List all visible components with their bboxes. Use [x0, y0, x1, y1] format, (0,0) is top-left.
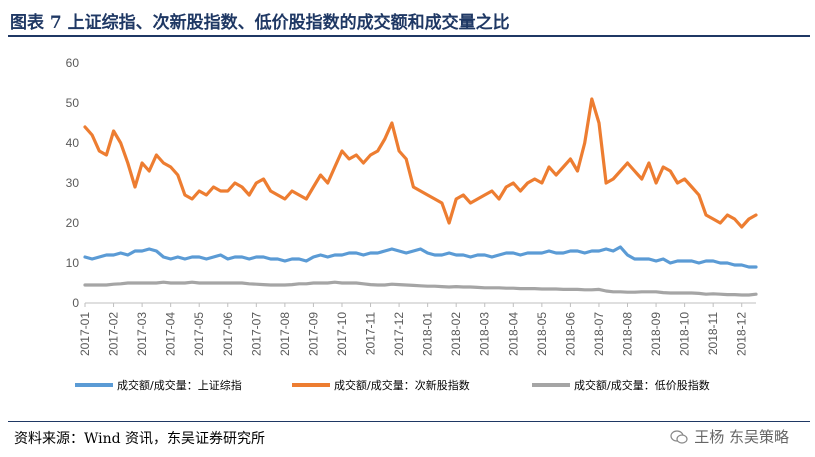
- x-tick-label: 2018-07: [592, 312, 606, 356]
- x-tick-label: 2017-11: [364, 312, 378, 355]
- x-tick-label: 2017-05: [192, 312, 206, 356]
- x-tick-label: 2018-03: [478, 312, 492, 356]
- x-tick-label: 2017-07: [249, 312, 263, 356]
- x-tick-label: 2017-01: [78, 312, 92, 356]
- y-tick-label: 20: [66, 216, 80, 230]
- x-tick-label: 2018-01: [421, 312, 435, 356]
- legend-label: 成交额/成交量：次新股指数: [334, 378, 470, 392]
- x-tick-label: 2018-08: [621, 312, 635, 356]
- x-tick-label: 2018-11: [706, 312, 720, 355]
- y-tick-label: 60: [66, 56, 80, 70]
- x-tick-label: 2018-12: [735, 312, 749, 356]
- watermark-text: 王杨 东吴策略: [694, 428, 789, 446]
- legend-label: 成交额/成交量：低价股指数: [574, 378, 710, 392]
- footer-divider: [8, 421, 810, 422]
- x-tick-label: 2017-02: [107, 312, 121, 356]
- x-tick-label: 2017-06: [221, 312, 235, 356]
- series-line-2: [83, 280, 758, 297]
- x-tick-label: 2017-09: [306, 312, 320, 356]
- x-tick-label: 2017-12: [392, 312, 406, 356]
- title-divider: [8, 35, 810, 37]
- wechat-icon: [670, 429, 688, 444]
- x-tick-label: 2018-06: [563, 312, 577, 356]
- x-tick-label: 2018-04: [506, 312, 520, 356]
- watermark: 王杨 东吴策略: [670, 426, 789, 447]
- x-axis: 2017-01 2017-02 2017-03 2017-04 2017-05 2017-…: [78, 302, 756, 356]
- y-tick-label: 30: [66, 176, 80, 190]
- x-tick-label: 2018-02: [449, 312, 463, 356]
- series-line-1: [83, 97, 758, 229]
- y-tick-label: 40: [66, 136, 80, 150]
- chart-title: 图表 7 上证综指、次新股指数、低价股指数的成交额和成交量之比: [10, 13, 510, 33]
- y-tick-label: 0: [72, 296, 79, 310]
- y-tick-label: 50: [66, 96, 80, 110]
- x-tick-label: 2017-04: [164, 312, 178, 356]
- x-tick-label: 2018-05: [535, 312, 549, 356]
- legend-label: 成交额/成交量：上证综指: [117, 378, 242, 392]
- x-tick-label: 2017-10: [335, 312, 349, 356]
- x-tick-label: 2017-08: [278, 312, 292, 356]
- y-tick-label: 10: [66, 256, 80, 270]
- legend: 成交额/成交量：上证综指 成交额/成交量：次新股指数 成交额/成交量：低价股指数: [75, 378, 710, 392]
- x-tick-label: 2018-10: [678, 312, 692, 356]
- series-layer: [83, 97, 758, 297]
- series-line-0: [83, 245, 758, 269]
- y-axis: 0 10 20 30 40 50 60: [66, 56, 80, 310]
- x-tick-label: 2018-09: [649, 312, 663, 356]
- x-tick-label: 2017-03: [135, 312, 149, 356]
- source-note: 资料来源：Wind 资讯，东吴证券研究所: [14, 431, 266, 447]
